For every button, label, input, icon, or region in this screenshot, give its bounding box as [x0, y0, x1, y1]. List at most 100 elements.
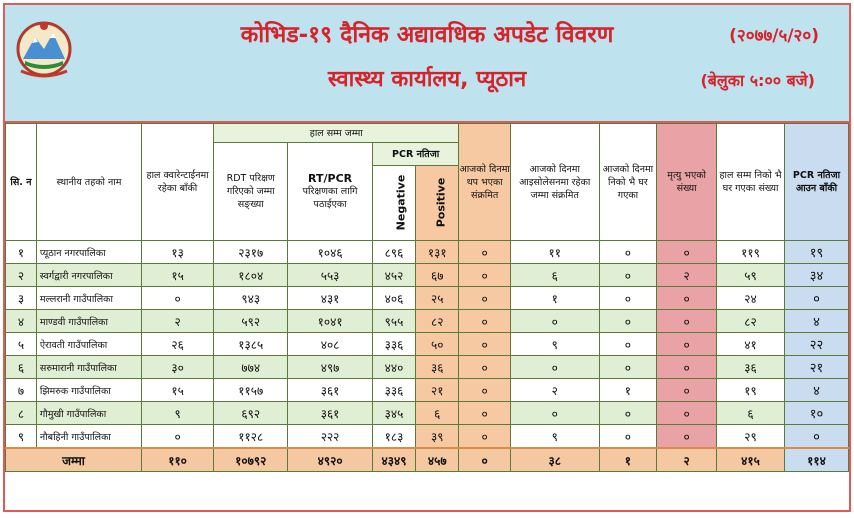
- covid-data-table: सि. न स्थानीय तहको नाम हाल क्वारेन्टाईनम…: [5, 123, 849, 472]
- table-row: २ स्वर्गद्वारी नगरपालिका १५ १८०४ ५५३ ४५२ ६७ ० ६ ०…: [5, 263, 849, 287]
- table-row: ८ गौमुखी गाउँपालिका ९ ६९२ ३६१ ३४५ ६ ० ० ० ० ६ १०: [5, 401, 849, 425]
- cell-sn: ६: [5, 355, 37, 379]
- cell-today-infected: ०: [458, 332, 511, 356]
- cell-rtpcr: ४९७: [287, 355, 373, 379]
- cell-pcr-pending: ३४: [784, 263, 849, 287]
- cell-isolation: ०: [509, 355, 600, 379]
- cell-negative: ३४५: [371, 401, 417, 425]
- report-date: (२०७७/५/२०): [729, 26, 819, 46]
- cell-quarantine: २६: [141, 332, 215, 356]
- table-row: ६ सरुमारानी गाउँपालिका ३० ७७४ ४९७ ४४० ३६ ० ० ० ० ३६…: [5, 355, 849, 379]
- cell-recovered-total: ११९: [716, 240, 786, 264]
- cell-today-infected: ०: [458, 355, 511, 379]
- cell-deaths: ०: [656, 286, 718, 310]
- cell-negative: ४०६: [371, 286, 417, 310]
- cell-isolation: ६: [509, 263, 600, 287]
- cell-positive: ५०: [415, 332, 460, 356]
- cell-sn: ४: [5, 309, 37, 333]
- cell-deaths: ०: [656, 355, 718, 379]
- cell-today-infected: ०: [458, 424, 511, 449]
- col-negative: Negative: [371, 165, 417, 241]
- cell-pcr-pending: ०: [784, 286, 849, 310]
- cell-sn: ८: [5, 401, 37, 425]
- cell-positive: २१: [415, 378, 460, 402]
- total-row: जम्मा ११० १०७९२ ४९२० ४३४९ ४५७ ० ३८ १ २ ४१५ ११४: [5, 447, 849, 472]
- cell-positive: २५: [415, 286, 460, 310]
- cell-sn: १: [5, 240, 37, 264]
- total-label: जम्मा: [5, 447, 143, 472]
- cell-rdt: ११२८: [213, 424, 289, 449]
- cell-name: ऐरावती गाउँपालिका: [35, 332, 143, 356]
- cell-rtpcr: १०४१: [287, 309, 373, 333]
- cell-recovered-today: ०: [598, 309, 658, 333]
- report-sheet: कोभिड-१९ दैनिक अद्यावधिक अपडेट विवरण स्व…: [3, 3, 851, 512]
- cell-rtpcr: ४०८: [287, 332, 373, 356]
- cell-name: स्वर्गद्वारी नगरपालिका: [35, 263, 143, 287]
- cell-negative: ४५२: [371, 263, 417, 287]
- cell-recovered-today: ०: [598, 401, 658, 425]
- cell-quarantine: २: [141, 309, 215, 333]
- cell-pcr-pending: १०: [784, 401, 849, 425]
- cell-negative: ९५५: [371, 309, 417, 333]
- cell-pcr-pending: ०: [784, 424, 849, 449]
- cell-pcr-pending: ४: [784, 309, 849, 333]
- nepal-government-emblem-icon: [16, 21, 72, 78]
- cell-recovered-total: ६: [716, 401, 786, 425]
- cell-rdt: ६९२: [213, 401, 289, 425]
- cell-recovered-today: १: [598, 378, 658, 402]
- cell-name: झिमरुक गाउँपालिका: [35, 378, 143, 402]
- total-cell-deaths: २: [656, 447, 718, 472]
- cell-quarantine: १५: [141, 263, 215, 287]
- cell-quarantine: ०: [141, 286, 215, 310]
- total-cell-isolation: ३८: [509, 447, 600, 472]
- col-rtpcr: RT/PCR परिक्षणका लागि पठाईएका: [287, 142, 373, 241]
- cell-recovered-today: ०: [598, 263, 658, 287]
- col-positive: Positive: [415, 165, 460, 241]
- cell-recovered-total: ४१: [716, 332, 786, 356]
- cell-name: प्यूठान नगरपालिका: [35, 240, 143, 264]
- cell-deaths: २: [656, 263, 718, 287]
- cell-positive: ३९: [415, 424, 460, 449]
- cell-recovered-today: ०: [598, 424, 658, 449]
- cell-recovered-total: २४: [716, 286, 786, 310]
- cell-deaths: ०: [656, 240, 718, 264]
- cell-rdt: २३१७: [213, 240, 289, 264]
- cell-negative: ४४०: [371, 355, 417, 379]
- total-cell-today-infected: ०: [458, 447, 511, 472]
- col-pcr-result: PCR नतिजा: [371, 142, 460, 166]
- table-row: ९ नौबहिनी गाउँपालिका ० ११२८ २२२ १८३ ३९ ० ९ ० ० २९ ०: [5, 424, 849, 449]
- total-cell-negative: ४३४९: [371, 447, 417, 472]
- total-cell-rdt: १०७९२: [213, 447, 289, 472]
- cell-deaths: ०: [656, 401, 718, 425]
- cell-rtpcr: ३६१: [287, 401, 373, 425]
- cell-negative: १८३: [371, 424, 417, 449]
- col-group-total: हाल सम्म जम्मा: [213, 123, 460, 143]
- cell-deaths: ०: [656, 378, 718, 402]
- col-deaths: मृत्यु भएको संख्या: [656, 123, 718, 241]
- cell-isolation: ११: [509, 240, 600, 264]
- cell-recovered-today: ०: [598, 286, 658, 310]
- cell-sn: ५: [5, 332, 37, 356]
- cell-rtpcr: २२२: [287, 424, 373, 449]
- cell-quarantine: १५: [141, 378, 215, 402]
- cell-name: माण्डवी गाउँपालिका: [35, 309, 143, 333]
- col-isolation: आजको दिनमा आइसोलेसनमा रहेका जम्मा संक्रम…: [509, 123, 600, 241]
- total-cell-quarantine: ११०: [141, 447, 215, 472]
- cell-isolation: ९: [509, 424, 600, 449]
- cell-deaths: ०: [656, 309, 718, 333]
- table-row: १ प्यूठान नगरपालिका १३ २३१७ १०४६ ८९६ १३१ ० ११ ० ० १…: [5, 240, 849, 264]
- col-local-level: स्थानीय तहको नाम: [35, 123, 143, 241]
- report-time: (बेलुका ५:०० बजे): [700, 71, 815, 90]
- table-row: ७ झिमरुक गाउँपालिका १५ ११५७ ३६१ ३३६ २१ ० २ १ ० १९ ४: [5, 378, 849, 402]
- cell-rtpcr: ५५३: [287, 263, 373, 287]
- cell-negative: ३३६: [371, 378, 417, 402]
- table-row: ४ माण्डवी गाउँपालिका २ ५९२ १०४१ ९५५ ८२ ० ० ० ० ८२ ४: [5, 309, 849, 333]
- cell-today-infected: ०: [458, 240, 511, 264]
- cell-rtpcr: १०४६: [287, 240, 373, 264]
- cell-today-infected: ०: [458, 263, 511, 287]
- cell-rdt: ११५७: [213, 378, 289, 402]
- col-sn: सि. न: [5, 123, 37, 241]
- col-recovered-total: हाल सम्म निको भै घर गएका संख्या: [716, 123, 786, 241]
- cell-positive: ३६: [415, 355, 460, 379]
- col-recovered-today: आजको दिनमा निको भै घर गएका: [598, 123, 658, 241]
